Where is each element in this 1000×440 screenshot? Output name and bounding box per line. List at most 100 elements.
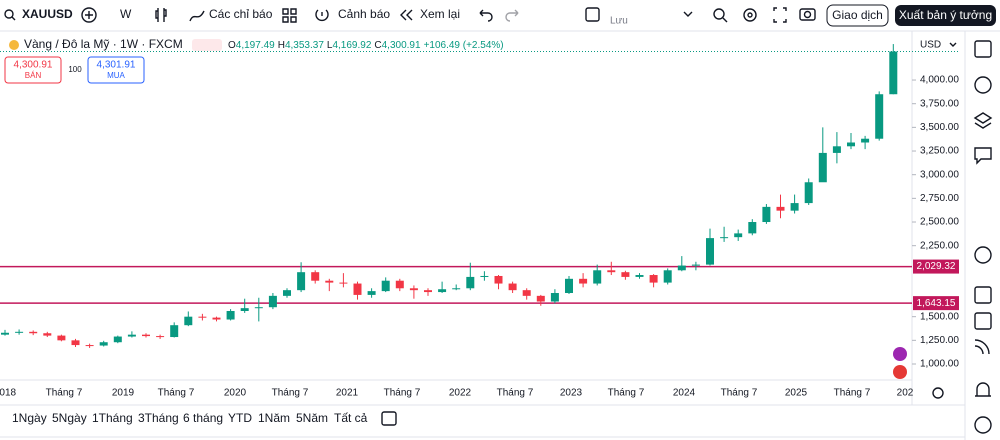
alert[interactable]: Cảnh báo	[338, 7, 390, 21]
undo[interactable]	[479, 9, 493, 22]
candle-body	[170, 325, 179, 338]
sidebar	[973, 40, 993, 434]
x-tick-label: Tháng 7	[46, 388, 83, 399]
candle-body	[325, 280, 334, 283]
symbol[interactable]: XAUUSD	[22, 7, 73, 21]
x-tick-label: Tháng 7	[497, 388, 534, 399]
notes[interactable]	[974, 312, 992, 330]
snapshot[interactable]	[799, 8, 816, 21]
y-tick-label: 1,000.00	[920, 359, 959, 370]
ohlc-key: L	[327, 40, 333, 51]
x-tick-label: 2020	[224, 388, 247, 399]
candle-body	[156, 336, 165, 338]
legend-name: Vàng / Đô la Mỹ · 1W · FXCM	[24, 37, 183, 51]
currency-menu[interactable]	[949, 42, 957, 47]
legend-pill[interactable]	[192, 39, 222, 51]
candle-body	[268, 295, 277, 308]
currency[interactable]: USD	[920, 40, 941, 51]
save-menu[interactable]	[683, 11, 693, 17]
ohlc-value: 4,300.91	[382, 40, 421, 51]
add-symbol[interactable]	[81, 7, 97, 23]
ohlc-value: 4,353.37	[285, 40, 324, 51]
trade-button[interactable]	[826, 4, 889, 27]
x-tick-label: 2021	[336, 388, 359, 399]
x-tick-label: 2025	[785, 388, 808, 399]
publish-button[interactable]	[895, 5, 996, 26]
range-button[interactable]: 3Tháng	[138, 411, 179, 425]
alerts-panel[interactable]	[974, 76, 992, 94]
search-icon	[11, 16, 16, 21]
candle-body	[283, 290, 291, 296]
quick-search[interactable]	[713, 8, 725, 20]
ohlc-value: 4,197.49	[236, 40, 275, 51]
settings[interactable]	[743, 8, 757, 22]
ohlc-value: 4,169.92	[332, 40, 371, 51]
replay-icon	[400, 9, 413, 21]
x-tick-label: 202	[897, 388, 914, 399]
indicators[interactable]: Các chỉ báo	[209, 7, 273, 21]
candle-body	[720, 237, 729, 239]
layers[interactable]	[973, 112, 993, 129]
candle-body	[790, 203, 799, 211]
chart-type[interactable]	[155, 8, 167, 22]
range-button[interactable]: 1Ngày	[12, 411, 47, 425]
search-icon[interactable]	[4, 9, 14, 19]
candle-body	[508, 283, 517, 291]
candle-body	[494, 275, 503, 284]
candle-body	[297, 272, 306, 291]
buy-button[interactable]	[87, 56, 145, 84]
candle-body	[832, 146, 841, 153]
level-label: 2,029.32	[917, 261, 956, 272]
quantity[interactable]: 100	[68, 65, 82, 74]
calendar[interactable]	[974, 286, 992, 304]
x-tick-label: 2018	[0, 388, 17, 399]
fullscreen[interactable]	[773, 7, 787, 23]
interval[interactable]: W	[120, 7, 132, 21]
gauge[interactable]	[974, 246, 992, 264]
buy-price: 4,301.91	[97, 60, 136, 71]
ohlc-key: H	[278, 40, 285, 51]
legend-ohlc: O4,197.49 H4,353.37 L4,169.92 C4,300.91 +106…	[228, 40, 504, 51]
sell-button[interactable]	[4, 56, 62, 84]
watchlist[interactable]	[974, 40, 992, 58]
ohlc-key: C	[374, 40, 381, 51]
candle-body	[367, 291, 376, 295]
range-button[interactable]: Tất cả	[334, 411, 368, 425]
help[interactable]	[974, 416, 992, 434]
y-tick-label: 2,250.00	[920, 240, 959, 251]
layouts[interactable]	[282, 8, 297, 23]
flag-icon[interactable]	[893, 365, 907, 379]
candle-body	[649, 275, 658, 283]
alert-icon	[315, 9, 329, 22]
candle-body	[424, 290, 432, 293]
candle-body	[381, 280, 390, 292]
publish-label: Xuất bản ý tưởng	[899, 8, 992, 22]
candle-body	[706, 238, 714, 265]
range-button[interactable]: 5Ngày	[52, 411, 87, 425]
event-icon[interactable]	[893, 347, 907, 361]
goto-date[interactable]	[381, 411, 397, 426]
save[interactable]: Lưu	[610, 16, 628, 27]
candle-body	[226, 310, 235, 320]
range-button[interactable]: 1Tháng	[92, 411, 133, 425]
axis-settings[interactable]	[932, 387, 944, 399]
candle-body	[847, 142, 855, 147]
notifications[interactable]	[975, 382, 991, 397]
candle-body	[480, 275, 489, 277]
candle-body	[142, 334, 150, 337]
redo[interactable]	[505, 9, 519, 22]
range-button[interactable]: 5Năm	[296, 411, 328, 425]
chat[interactable]	[974, 147, 992, 165]
candle-body	[621, 272, 630, 277]
layout-box[interactable]	[585, 7, 600, 22]
sell-price: 4,300.91	[14, 60, 53, 71]
candle-body	[691, 264, 700, 266]
x-tick-label: Tháng 7	[721, 388, 758, 399]
range-button[interactable]: 6 tháng	[183, 411, 223, 425]
range-button[interactable]: YTD	[228, 411, 252, 425]
replay[interactable]: Xem lại	[420, 7, 460, 21]
range-button[interactable]: 1Năm	[258, 411, 290, 425]
feed[interactable]	[974, 339, 990, 355]
candle-body	[85, 345, 94, 347]
candle-body	[607, 270, 616, 273]
